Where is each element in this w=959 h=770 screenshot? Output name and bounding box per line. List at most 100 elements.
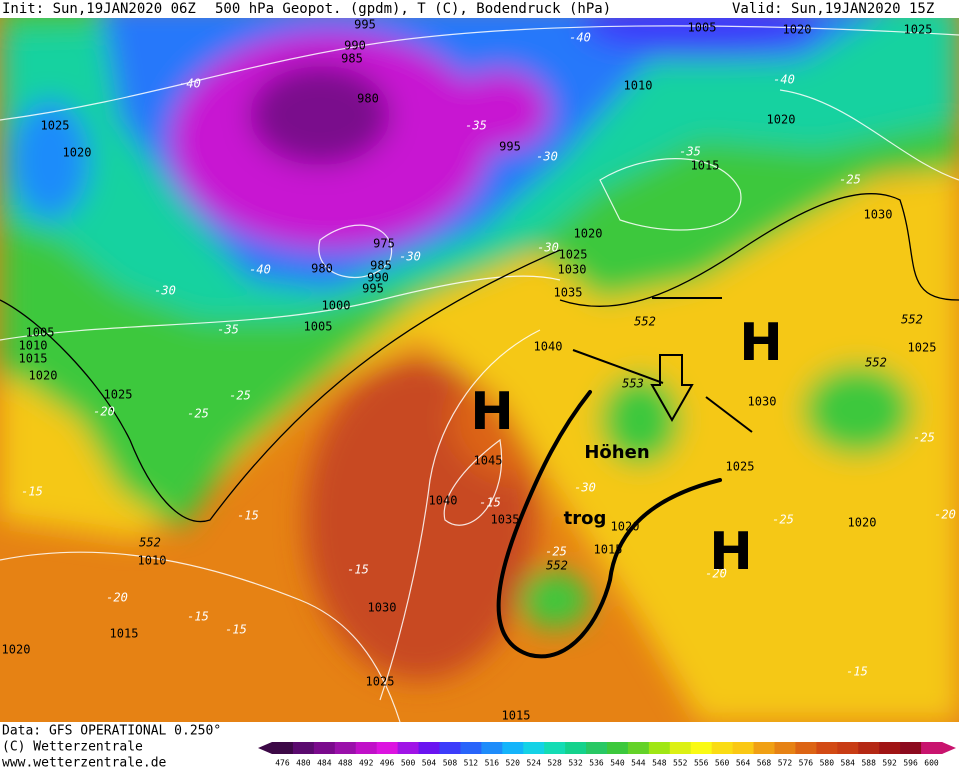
pressure-label: 1025 — [904, 23, 933, 37]
colorbar-swatch — [879, 742, 901, 754]
pressure-label: 1010 — [624, 79, 653, 93]
colorbar-label: 560 — [715, 759, 730, 768]
temperature-label: -40 — [179, 77, 201, 91]
colorbar-label: 524 — [526, 759, 541, 768]
pressure-label: 995 — [499, 140, 521, 154]
colorbar-swatch — [711, 742, 734, 754]
geopotential-label: 553 — [622, 377, 644, 391]
colorbar-label: 520 — [506, 759, 521, 768]
colorbar-label: 528 — [547, 759, 562, 768]
pressure-label: 1020 — [29, 369, 58, 383]
pressure-label: 1020 — [767, 113, 796, 127]
purple-zone — [450, 70, 550, 150]
isobar — [443, 438, 503, 526]
temperature-label: -15 — [187, 610, 209, 624]
pressure-label: 985 — [370, 259, 392, 273]
colorbar-swatch — [669, 742, 692, 754]
pressure-label: 1025 — [41, 119, 70, 133]
colorbar-swatch — [732, 742, 755, 754]
drawn-annotations — [496, 390, 722, 659]
colorbar-label: 592 — [882, 759, 897, 768]
trough-line — [496, 390, 722, 659]
pressure-label: 1040 — [429, 494, 458, 508]
pressure-label: 1035 — [554, 286, 583, 300]
colorbar-label: 516 — [485, 759, 500, 768]
pressure-label: 1025 — [908, 341, 937, 355]
annotation: Höhen — [584, 442, 649, 463]
colorbar-label: 544 — [631, 759, 646, 768]
pressure-label: 1015 — [19, 352, 48, 366]
pressure-label: 1015 — [691, 159, 720, 173]
arrow — [650, 354, 694, 423]
pressure-label: 1020 — [2, 643, 31, 657]
temperature-label: -30 — [537, 241, 559, 255]
colorbar-swatch — [272, 742, 294, 754]
pressure-label: 1030 — [368, 601, 397, 615]
colorbar-label: 580 — [820, 759, 835, 768]
colorbar-label: 488 — [338, 759, 353, 768]
colorbar-label: 568 — [757, 759, 772, 768]
pressure-label: 980 — [311, 262, 333, 276]
blue-core — [10, 100, 90, 220]
pressure-label: 1015 — [502, 709, 531, 723]
colorbar-label: 552 — [673, 759, 688, 768]
markers — [572, 297, 753, 433]
temperature-label: -35 — [217, 323, 239, 337]
pressure-label: 1030 — [864, 208, 893, 222]
isobar — [379, 329, 541, 701]
temperature-label: -15 — [21, 485, 43, 499]
pressure-label: 1025 — [726, 460, 755, 474]
temperature-label: -30 — [536, 150, 558, 164]
colorbar-label: 596 — [903, 759, 918, 768]
geopotential-label: 552 — [901, 313, 923, 327]
temperature-label: -25 — [772, 513, 794, 527]
pressure-label: 1015 — [110, 627, 139, 641]
colorbar-swatch — [397, 742, 420, 754]
colorbar-swatch — [648, 742, 671, 754]
colorbar-label: 576 — [799, 759, 814, 768]
temperature-label: -15 — [846, 665, 868, 679]
temperature-label: -20 — [705, 567, 727, 581]
colorbar-swatch — [502, 742, 524, 754]
colorbar-swatch — [795, 742, 817, 754]
colorbar-swatch — [816, 742, 838, 754]
colorbar-swatch — [376, 742, 399, 754]
colorbar-label: 500 — [401, 759, 416, 768]
colorbar-label: 508 — [443, 759, 458, 768]
temperature-label: -25 — [545, 545, 567, 559]
pressure-label: 1045 — [474, 454, 503, 468]
temperature-label: -20 — [934, 508, 956, 522]
pressure-label: 980 — [357, 92, 379, 106]
header-valid: Valid: Sun,19JAN2020 15Z — [732, 1, 934, 17]
temperature-label: -35 — [679, 145, 701, 159]
temperature-label: -40 — [569, 31, 591, 45]
colorbar-label: 588 — [861, 759, 876, 768]
pressure-label: 1020 — [574, 227, 603, 241]
green-cell — [803, 365, 913, 455]
colorbar-swatch — [334, 742, 357, 754]
pressure-label: 995 — [354, 18, 376, 32]
temperature-label: -40 — [249, 263, 271, 277]
colorbar-swatch — [418, 742, 440, 754]
colorbar-swatch — [586, 742, 608, 754]
green-cell — [520, 572, 590, 628]
colorbar: 476 480 484 488 492 496 500 504 508 512 516 520 524 5… — [258, 742, 956, 768]
colorbar-arrow-left — [258, 742, 272, 754]
colorbar-swatch — [607, 742, 629, 754]
colorbar-swatch — [753, 742, 775, 754]
marker-line — [572, 349, 664, 384]
pressure-label: 1005 — [26, 326, 55, 340]
isobar — [0, 275, 561, 341]
colorbar-swatch — [481, 742, 503, 754]
temperature-label: -25 — [913, 431, 935, 445]
pressure-label: 990 — [344, 39, 366, 53]
pressure-label: 1005 — [688, 21, 717, 35]
isobar — [599, 158, 742, 231]
temperature-label: -15 — [237, 509, 259, 523]
colorbar-swatch — [565, 742, 587, 754]
temperature-label: -35 — [465, 119, 487, 133]
temperature-label: -15 — [479, 496, 501, 510]
colorbar-label: 600 — [924, 759, 939, 768]
colorbar-swatch — [523, 742, 545, 754]
colorbar-swatch — [900, 742, 922, 754]
